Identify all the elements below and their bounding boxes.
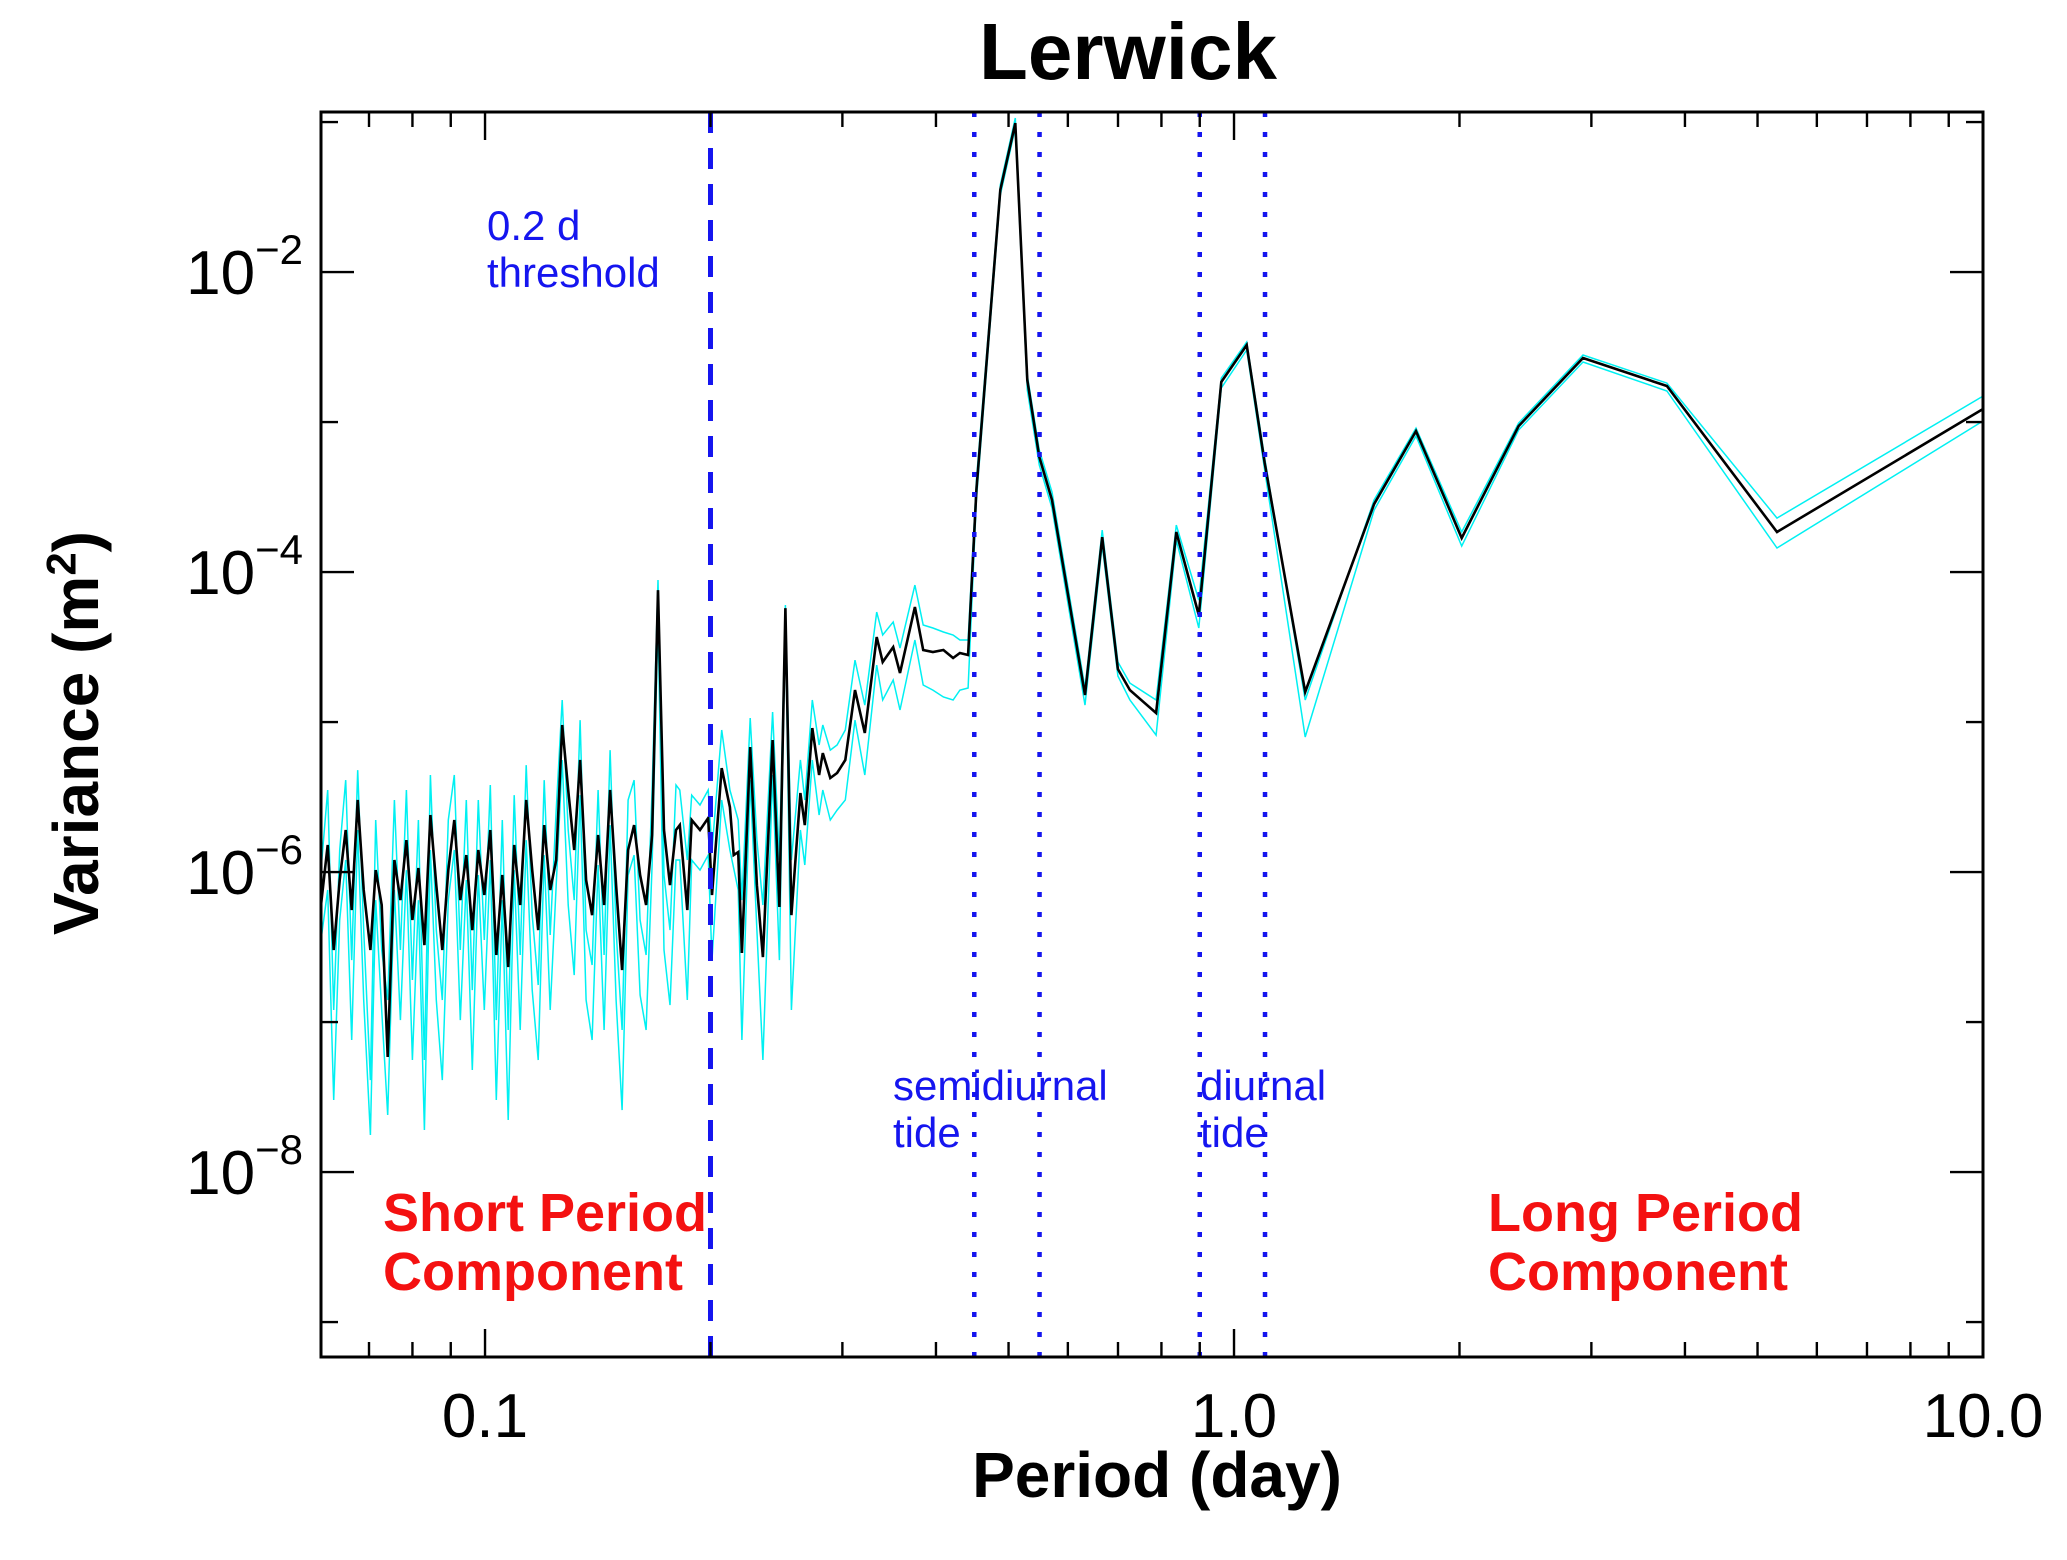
y-axis-label-prefix: Variance (m [40, 575, 112, 935]
long-period-component-label: Long Period Component [1488, 1183, 1803, 1303]
y-axis-label-suffix: ) [40, 531, 112, 553]
x-tick-label: 0.1 [442, 1382, 528, 1451]
semidiurnal-tide-annotation: semidiurnal tide [893, 1062, 1108, 1156]
threshold-annotation-line2: threshold [487, 249, 660, 297]
y-tick-label: 10−6 [186, 826, 303, 908]
x-tick-label: 10.0 [1923, 1382, 2044, 1451]
short-period-line2: Component [383, 1242, 683, 1303]
diurnal-tide-annotation: diurnal tide [1200, 1062, 1326, 1156]
plot-title: Lerwick [979, 7, 1277, 96]
semidiurnal-tide-line2: tide [893, 1109, 961, 1157]
y-tick-label: 10−2 [186, 226, 303, 308]
x-tick-label: 1.0 [1191, 1382, 1277, 1451]
spectrum-cyan-lower-line [320, 127, 1984, 1136]
diurnal-tide-line1: diurnal [1200, 1062, 1327, 1109]
semidiurnal-tide-line1: semidiurnal [893, 1062, 1108, 1109]
long-period-line1: Long Period [1488, 1183, 1803, 1243]
spectrum-black-line [319, 122, 1984, 1058]
threshold-annotation-line1: 0.2 d [487, 202, 581, 249]
short-period-line1: Short Period [383, 1183, 708, 1243]
y-tick-label: 10−4 [186, 526, 303, 608]
short-period-component-label: Short Period Component [383, 1183, 708, 1303]
y-axis-label: Variance (m2) [37, 531, 113, 935]
x-axis-label: Period (day) [972, 1439, 1342, 1511]
long-period-line2: Component [1488, 1242, 1788, 1303]
y-tick-label: 10−8 [186, 1126, 303, 1208]
plot-frame [319, 110, 1985, 1359]
diurnal-tide-line2: tide [1200, 1109, 1268, 1157]
threshold-annotation: 0.2 d threshold [487, 202, 660, 296]
y-axis-label-superscript: 2 [37, 552, 85, 576]
